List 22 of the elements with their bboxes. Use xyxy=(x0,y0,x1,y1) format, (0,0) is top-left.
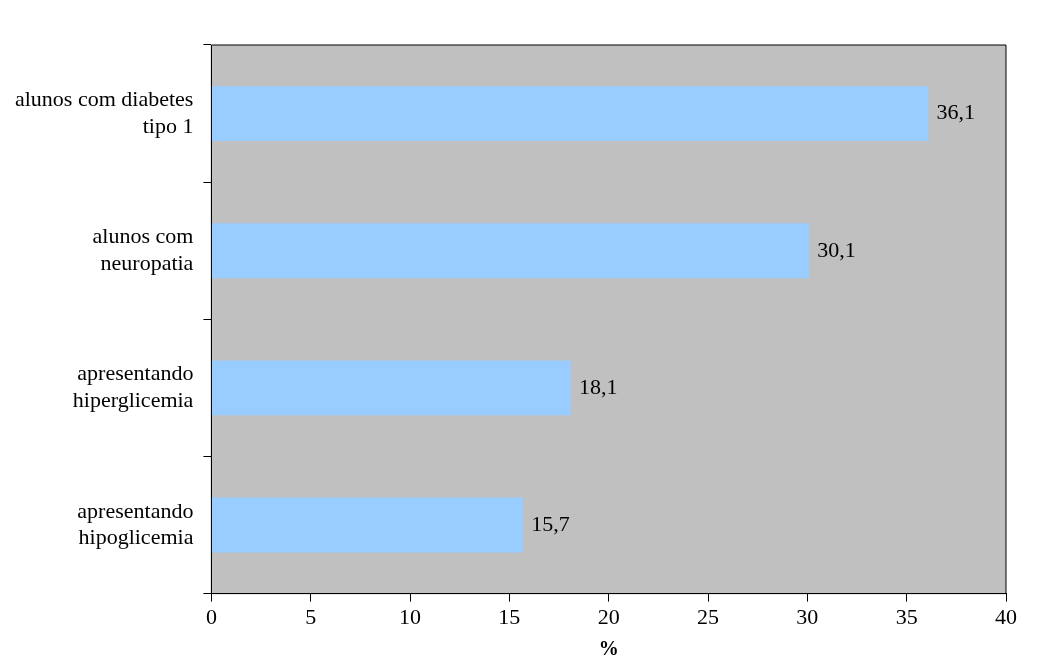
bar xyxy=(211,497,524,553)
bar xyxy=(211,223,810,279)
y-tick-label: alunos com neuropatia xyxy=(92,223,194,275)
y-tick-label: apresentando hiperglicemia xyxy=(72,360,194,412)
x-axis-title: % xyxy=(598,637,619,660)
data-label: 18,1 xyxy=(578,373,618,399)
data-label: 30,1 xyxy=(817,236,856,262)
bar xyxy=(211,86,929,142)
x-tick-label: 5 xyxy=(305,603,317,629)
x-tick-label: 10 xyxy=(399,603,422,629)
x-tick-label: 20 xyxy=(597,603,620,629)
data-label: 15,7 xyxy=(531,510,570,536)
bar xyxy=(211,360,571,416)
x-tick-label: 40 xyxy=(995,603,1017,629)
x-tick-label: 0 xyxy=(205,603,217,629)
y-tick-label: apresentando hipoglicemia xyxy=(77,497,194,550)
x-tick-label: 15 xyxy=(498,603,521,629)
x-tick-label: 35 xyxy=(895,603,918,629)
x-tick-label: 25 xyxy=(697,603,720,629)
y-tick-label: alunos com diabetes tipo 1 xyxy=(14,86,194,138)
x-tick-label: 30 xyxy=(796,603,819,629)
data-label: 36,1 xyxy=(936,99,976,125)
